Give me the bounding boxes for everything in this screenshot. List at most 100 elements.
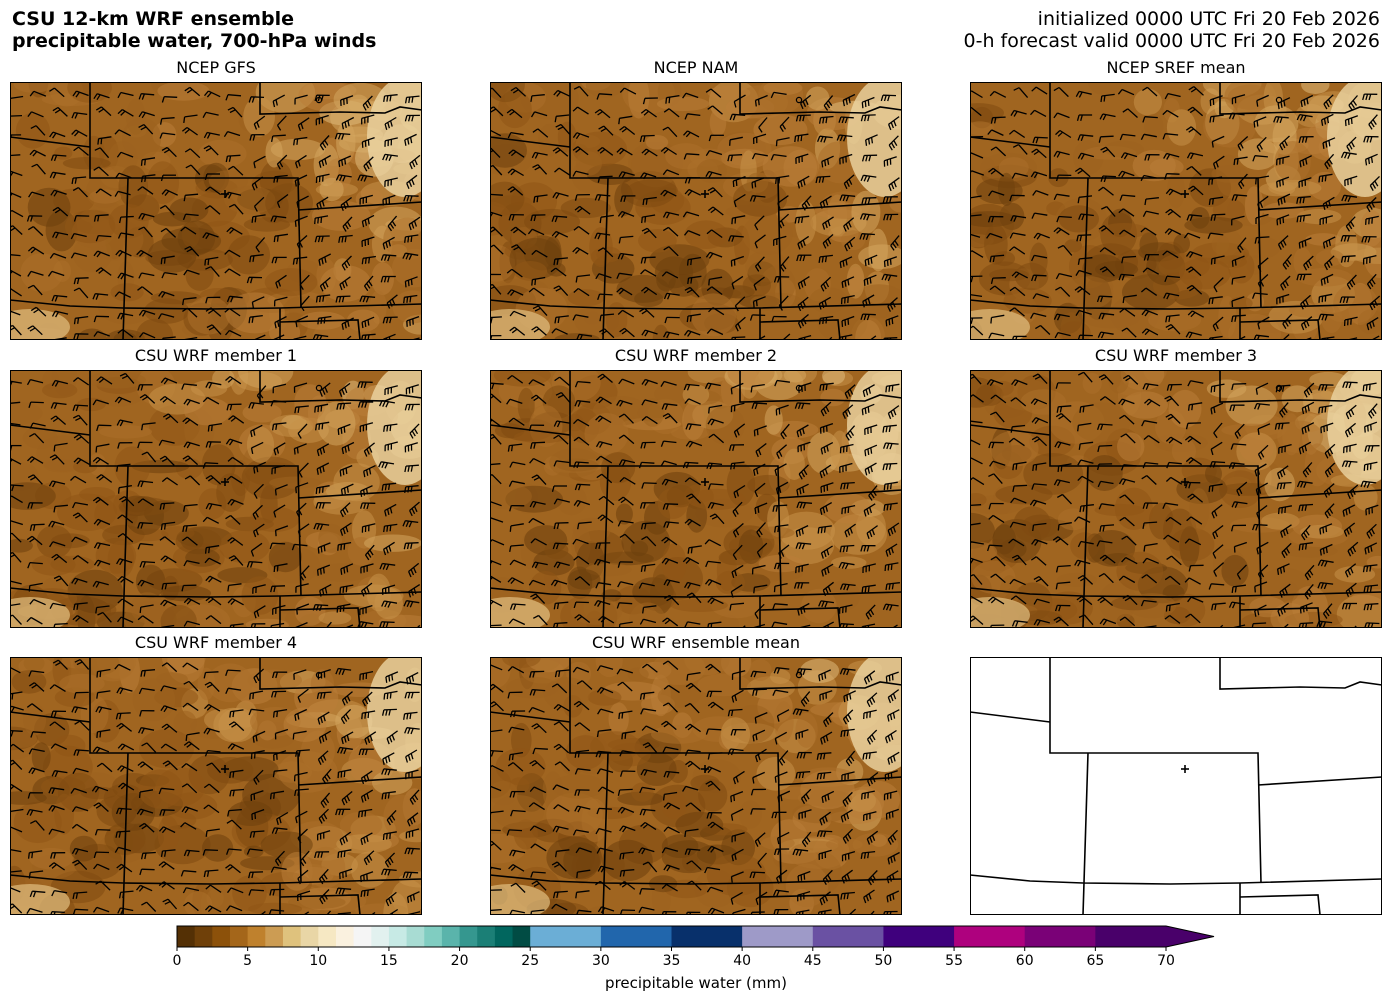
wind-barb: [95, 106, 112, 117]
wind-barb: [1098, 225, 1115, 235]
wind-barb: [770, 91, 787, 99]
wind-barbs: [10, 372, 421, 628]
pw-contour-blob: [10, 730, 37, 748]
wind-barb: [773, 562, 790, 570]
wind-barb: [619, 125, 636, 136]
wind-barb: [225, 848, 242, 855]
wind-barb: [1077, 134, 1094, 142]
colorbar-swatch: [671, 926, 743, 947]
wind-barb: [988, 473, 1003, 485]
wind-barb: [731, 670, 746, 680]
wind-barb: [1164, 228, 1182, 236]
wind-barb: [640, 269, 657, 277]
wind-barb: [1140, 599, 1157, 607]
wind-barb: [249, 134, 265, 141]
wind-barb: [795, 114, 811, 122]
wind-barb: [181, 783, 198, 794]
wind-barb: [52, 206, 69, 217]
wind-barb: [52, 231, 69, 239]
wind-barb: [92, 906, 110, 913]
pw-contour-blob: [238, 370, 294, 389]
wind-barb: [70, 475, 87, 484]
wind-barb: [1210, 383, 1225, 393]
wind-barb: [1078, 371, 1093, 383]
pw-contour-blob: [339, 811, 383, 839]
pw-contour-blob: [132, 678, 176, 722]
wind-barb: [248, 402, 264, 409]
wind-barb: [207, 422, 222, 432]
wind-barb: [359, 194, 373, 205]
wind-barb: [1031, 148, 1047, 159]
wind-barb: [756, 542, 768, 558]
wind-barb: [50, 154, 67, 162]
pw-dry-region: [10, 884, 70, 915]
wind-barb: [96, 424, 112, 432]
wind-barb: [1296, 273, 1312, 281]
wind-barb: [1031, 254, 1048, 262]
state-border: [602, 752, 609, 915]
wind-barb: [683, 153, 700, 160]
wind-barb: [316, 691, 332, 700]
pw-contour-blob: [73, 460, 98, 474]
pw-contour-blob: [135, 564, 166, 599]
wind-barb: [507, 691, 523, 699]
wind-barb: [228, 555, 244, 566]
wind-barb: [642, 742, 658, 754]
state-borders: [970, 657, 1382, 915]
wind-barb: [617, 309, 635, 318]
wind-barb: [315, 173, 330, 183]
pw-contour-blob: [524, 208, 580, 235]
wind-barb: [970, 293, 983, 298]
wind-barb: [50, 415, 67, 425]
wind-barb: [510, 882, 526, 893]
wind-barb: [869, 910, 875, 915]
wind-barb: [891, 624, 898, 628]
pw-contour-blob: [783, 370, 807, 383]
wind-barb: [552, 784, 569, 791]
pw-contour-blob: [1254, 105, 1299, 143]
wind-barb: [317, 711, 330, 725]
state-borders: [10, 82, 422, 340]
wind-barb: [618, 459, 636, 467]
wind-barb: [1013, 87, 1029, 99]
wind-barb: [595, 542, 611, 550]
pw-contour-blob: [490, 82, 525, 103]
pw-contour-blob: [392, 290, 422, 324]
state-border: [89, 370, 128, 467]
wind-barb: [754, 234, 766, 249]
wind-barb: [970, 275, 983, 283]
wind-barb: [1057, 522, 1072, 531]
wind-barb: [1208, 483, 1223, 493]
wind-barb: [184, 148, 201, 159]
wind-barb: [773, 848, 790, 856]
wind-barb: [684, 828, 699, 837]
wind-barb: [138, 124, 154, 135]
wind-barb: [382, 236, 395, 250]
wind-barb: [1057, 244, 1073, 256]
pw-contour-blob: [684, 220, 728, 249]
wind-barb: [792, 708, 809, 716]
wind-barb: [641, 536, 657, 547]
state-border: [1049, 370, 1088, 467]
pw-contour-blob: [970, 377, 997, 408]
wind-barb: [773, 276, 790, 283]
wind-barb: [1319, 523, 1333, 535]
pw-contour-blob: [1088, 82, 1122, 96]
wind-barb: [1075, 309, 1092, 316]
wind-barb: [1165, 413, 1181, 424]
pw-contour-blob: [596, 246, 622, 263]
wind-barb: [360, 563, 374, 574]
pw-contour-blob: [1178, 257, 1231, 290]
wind-barb: [753, 463, 766, 476]
wind-barb: [337, 541, 352, 551]
pw-contour-blob: [265, 183, 313, 223]
wind-barb: [384, 441, 398, 452]
pw-dry-region: [367, 82, 422, 197]
wind-barb: [160, 743, 177, 752]
wind-barb: [357, 174, 374, 182]
wind-barb: [685, 423, 702, 431]
state-borders: [10, 370, 422, 628]
wind-barb: [226, 887, 244, 894]
wind-barb: [552, 825, 569, 833]
wind-barb: [72, 501, 89, 509]
